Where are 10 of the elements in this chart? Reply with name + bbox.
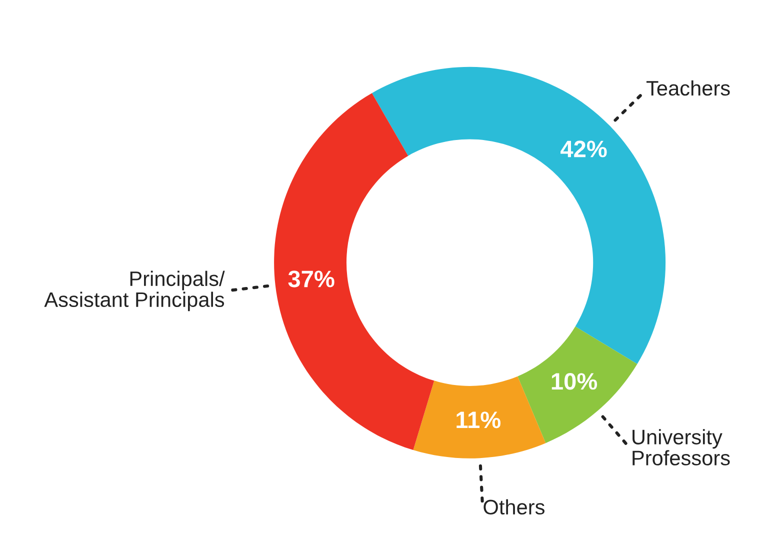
data-label: 37% — [288, 270, 334, 288]
donut-slice — [413, 376, 546, 458]
data-label: 10% — [552, 373, 598, 390]
data-label: 11% — [456, 412, 501, 428]
slice-label: Principals/ Assistant Principals — [44, 270, 225, 312]
donut-slice — [274, 93, 434, 450]
data-label: 42% — [560, 140, 607, 158]
slice-label: Teachers — [646, 80, 730, 96]
slice-label: Others — [484, 499, 544, 515]
slice-label: University Professors — [632, 429, 730, 466]
